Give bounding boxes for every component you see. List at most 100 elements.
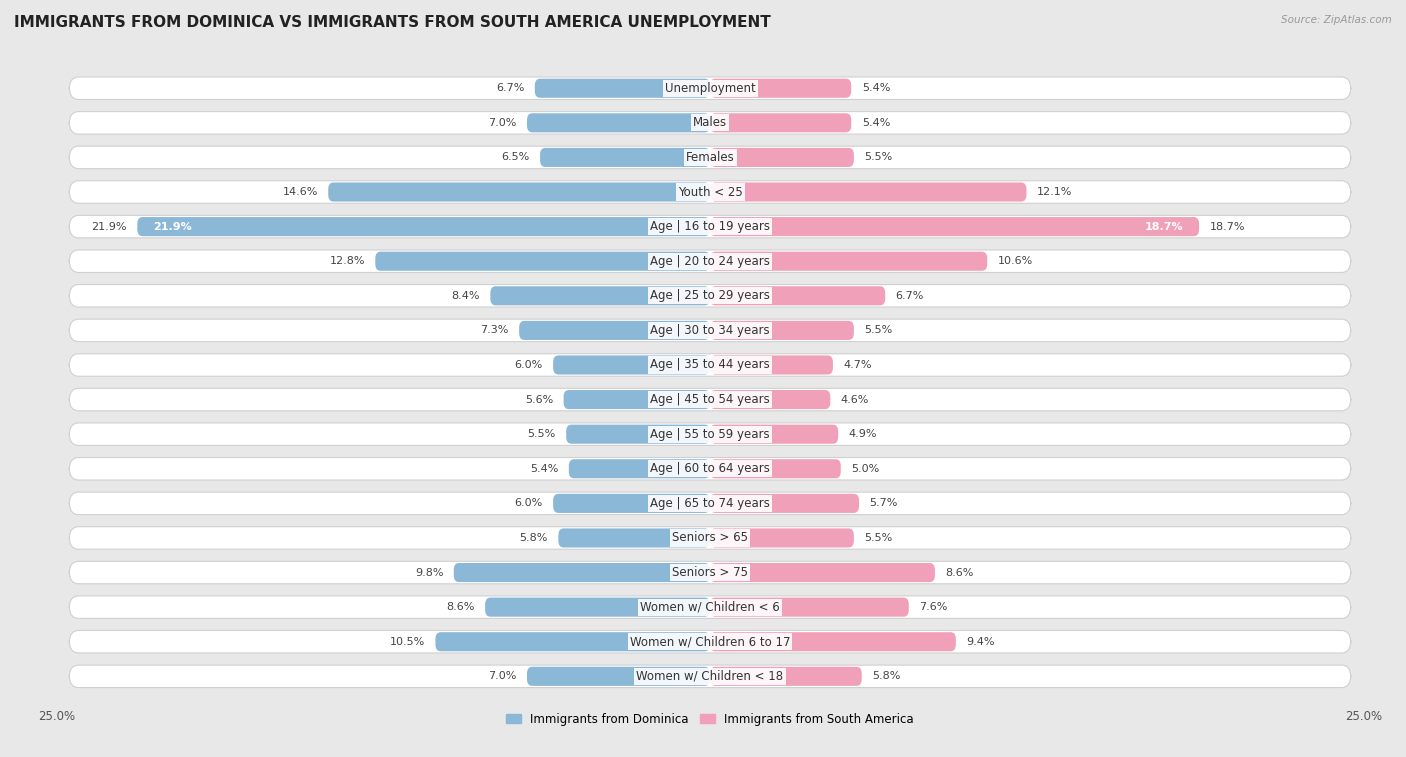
FancyBboxPatch shape [69,354,1351,376]
Text: Age | 30 to 34 years: Age | 30 to 34 years [650,324,770,337]
FancyBboxPatch shape [69,146,1351,169]
FancyBboxPatch shape [69,423,1351,445]
FancyBboxPatch shape [710,321,853,340]
Text: 5.0%: 5.0% [851,464,880,474]
FancyBboxPatch shape [710,528,853,547]
FancyBboxPatch shape [710,251,987,271]
Text: 5.4%: 5.4% [530,464,558,474]
Text: 5.8%: 5.8% [519,533,548,543]
Text: 21.9%: 21.9% [91,222,127,232]
Text: Females: Females [686,151,734,164]
Text: 8.6%: 8.6% [945,568,974,578]
Text: 18.7%: 18.7% [1144,222,1184,232]
Text: Age | 45 to 54 years: Age | 45 to 54 years [650,393,770,406]
Text: 6.7%: 6.7% [896,291,924,301]
FancyBboxPatch shape [710,182,1026,201]
Text: 9.4%: 9.4% [966,637,995,646]
FancyBboxPatch shape [69,492,1351,515]
FancyBboxPatch shape [558,528,710,547]
Text: 7.3%: 7.3% [481,326,509,335]
Text: 6.0%: 6.0% [515,498,543,509]
FancyBboxPatch shape [710,356,832,375]
Legend: Immigrants from Dominica, Immigrants from South America: Immigrants from Dominica, Immigrants fro… [502,708,918,731]
FancyBboxPatch shape [436,632,710,651]
Text: 4.9%: 4.9% [849,429,877,439]
Text: Source: ZipAtlas.com: Source: ZipAtlas.com [1281,15,1392,25]
Text: Age | 16 to 19 years: Age | 16 to 19 years [650,220,770,233]
Text: 7.0%: 7.0% [488,118,516,128]
FancyBboxPatch shape [491,286,710,305]
FancyBboxPatch shape [710,148,853,167]
Text: 6.7%: 6.7% [496,83,524,93]
FancyBboxPatch shape [69,319,1351,341]
Text: Males: Males [693,117,727,129]
FancyBboxPatch shape [69,665,1351,687]
FancyBboxPatch shape [527,667,710,686]
FancyBboxPatch shape [710,390,831,409]
Text: 8.4%: 8.4% [451,291,479,301]
FancyBboxPatch shape [540,148,710,167]
Text: IMMIGRANTS FROM DOMINICA VS IMMIGRANTS FROM SOUTH AMERICA UNEMPLOYMENT: IMMIGRANTS FROM DOMINICA VS IMMIGRANTS F… [14,15,770,30]
Text: 9.8%: 9.8% [415,568,443,578]
Text: 18.7%: 18.7% [1209,222,1246,232]
FancyBboxPatch shape [710,114,851,132]
Text: 5.4%: 5.4% [862,118,890,128]
Text: 5.5%: 5.5% [865,326,893,335]
Text: 12.8%: 12.8% [329,256,364,266]
FancyBboxPatch shape [710,632,956,651]
FancyBboxPatch shape [69,561,1351,584]
FancyBboxPatch shape [553,494,710,513]
FancyBboxPatch shape [69,111,1351,134]
Text: Women w/ Children < 18: Women w/ Children < 18 [637,670,783,683]
Text: 8.6%: 8.6% [446,602,475,612]
Text: Age | 35 to 44 years: Age | 35 to 44 years [650,359,770,372]
FancyBboxPatch shape [328,182,710,201]
Text: Seniors > 65: Seniors > 65 [672,531,748,544]
Text: 5.6%: 5.6% [524,394,553,404]
FancyBboxPatch shape [485,597,710,617]
FancyBboxPatch shape [710,286,886,305]
FancyBboxPatch shape [69,181,1351,204]
Text: 14.6%: 14.6% [283,187,318,197]
FancyBboxPatch shape [375,251,710,271]
FancyBboxPatch shape [567,425,710,444]
Text: 5.4%: 5.4% [862,83,890,93]
Text: 5.5%: 5.5% [527,429,555,439]
Text: Age | 55 to 59 years: Age | 55 to 59 years [650,428,770,441]
Text: 5.7%: 5.7% [869,498,898,509]
FancyBboxPatch shape [69,527,1351,549]
FancyBboxPatch shape [69,250,1351,273]
Text: 5.5%: 5.5% [865,533,893,543]
Text: Age | 65 to 74 years: Age | 65 to 74 years [650,497,770,510]
Text: 10.5%: 10.5% [389,637,425,646]
Text: 4.7%: 4.7% [844,360,872,370]
Text: Youth < 25: Youth < 25 [678,185,742,198]
FancyBboxPatch shape [69,596,1351,618]
FancyBboxPatch shape [569,459,710,478]
FancyBboxPatch shape [519,321,710,340]
FancyBboxPatch shape [527,114,710,132]
Text: Age | 20 to 24 years: Age | 20 to 24 years [650,254,770,268]
Text: 5.8%: 5.8% [872,671,901,681]
FancyBboxPatch shape [710,217,1199,236]
FancyBboxPatch shape [710,79,851,98]
Text: 6.5%: 6.5% [502,152,530,163]
FancyBboxPatch shape [69,216,1351,238]
FancyBboxPatch shape [69,631,1351,653]
Text: 7.6%: 7.6% [920,602,948,612]
FancyBboxPatch shape [454,563,710,582]
FancyBboxPatch shape [710,494,859,513]
Text: Women w/ Children < 6: Women w/ Children < 6 [640,600,780,614]
FancyBboxPatch shape [69,77,1351,99]
Text: 21.9%: 21.9% [153,222,191,232]
Text: Seniors > 75: Seniors > 75 [672,566,748,579]
Text: 5.5%: 5.5% [865,152,893,163]
FancyBboxPatch shape [710,425,838,444]
FancyBboxPatch shape [710,667,862,686]
FancyBboxPatch shape [553,356,710,375]
FancyBboxPatch shape [138,217,710,236]
FancyBboxPatch shape [69,457,1351,480]
FancyBboxPatch shape [710,459,841,478]
FancyBboxPatch shape [534,79,710,98]
Text: Unemployment: Unemployment [665,82,755,95]
